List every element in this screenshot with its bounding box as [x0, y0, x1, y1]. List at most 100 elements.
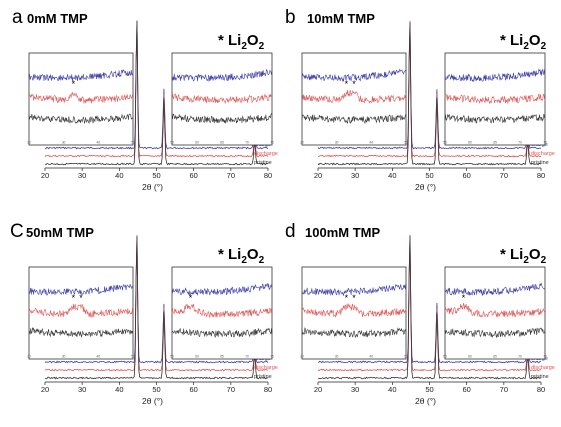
legend-label-pristine: pristine: [531, 160, 549, 166]
inset-series-pristine: [28, 326, 134, 338]
inset-tick-label: 70: [245, 355, 249, 359]
x-tick-label: 60: [189, 171, 197, 180]
x-tick-label: 20: [314, 171, 322, 180]
series-line-charge: [44, 235, 269, 364]
inset-2: 55 60 65 70 75: [443, 52, 547, 146]
inset-frame: [444, 52, 546, 146]
inset-tick-label: 50: [404, 355, 408, 359]
species-label: * Li2O2: [500, 246, 547, 266]
inset-tick-label: 55: [443, 141, 447, 145]
x-tick-label: 40: [388, 385, 396, 394]
inset-peak-marker: *: [79, 293, 83, 303]
species-label-part: O: [247, 246, 259, 263]
panel-title: 0mM TMP: [27, 11, 88, 26]
x-tick-label: 30: [351, 171, 359, 180]
x-tick-label: 80: [264, 385, 272, 394]
inset-series-charge: [28, 69, 134, 82]
species-label-part: Li: [510, 246, 523, 263]
species-label: * Li2O2: [500, 32, 547, 52]
inset-series-charge: [28, 284, 134, 296]
inset-tick-label: 75: [270, 141, 274, 145]
series-line-pristine: [317, 22, 542, 166]
species-label-part: 2: [541, 255, 547, 266]
species-label-part: Li: [228, 246, 241, 263]
inset-tick-label: 70: [245, 141, 249, 145]
legend-label-discharge: discharge: [254, 151, 278, 157]
species-label-part: *: [218, 246, 228, 263]
series-line-pristine: [317, 236, 542, 380]
panel-letter: C: [10, 221, 24, 242]
series-line-discharge: [44, 235, 268, 372]
x-tick-label: 40: [115, 171, 123, 180]
inset-series-discharge: [28, 91, 134, 104]
species-label: * Li2O2: [218, 246, 265, 266]
inset-tick-label: 75: [270, 355, 274, 359]
panel-letter: a: [12, 7, 23, 28]
species-label-part: O: [247, 32, 259, 49]
species-label-part: *: [218, 32, 228, 49]
inset-tick-label: 40: [370, 355, 374, 359]
inset-peak-marker: *: [72, 293, 76, 303]
panel-title: 50mM TMP: [26, 225, 94, 240]
inset-tick-label: 20: [300, 141, 304, 145]
inset-tick-label: 30: [335, 355, 339, 359]
inset-tick-label: 65: [493, 355, 497, 359]
inset-peak-marker: *: [462, 293, 466, 303]
x-tick-label: 70: [227, 171, 235, 180]
x-tick-label: 30: [78, 385, 86, 394]
inset-peak-marker: *: [352, 79, 356, 89]
species-label-part: Li: [228, 32, 241, 49]
x-tick-label: 20: [41, 385, 49, 394]
species-label-part: 2: [523, 41, 529, 52]
x-tick-label: 40: [388, 171, 396, 180]
inset-tick-label: 40: [97, 141, 101, 145]
inset-tick-label: 50: [404, 141, 408, 145]
x-tick-label: 20: [41, 171, 49, 180]
inset-tick-label: 50: [131, 355, 135, 359]
inset-tick-label: 55: [443, 355, 447, 359]
inset-tick-label: 60: [195, 141, 199, 145]
inset-series-discharge: [171, 303, 273, 319]
inset-peak-marker: *: [189, 293, 193, 303]
inset-1: * * 20 30 40 50: [27, 266, 135, 360]
species-label-part: 2: [241, 255, 247, 266]
species-label-part: *: [500, 32, 510, 49]
inset-tick-label: 60: [195, 355, 199, 359]
series-line-charge: [44, 20, 269, 150]
inset-tick-label: 65: [493, 141, 497, 145]
inset-series-pristine: [444, 113, 546, 124]
panel-letter: b: [285, 7, 296, 28]
species-label-part: *: [500, 246, 510, 263]
x-tick-label: 50: [152, 171, 160, 180]
species-label-part: 2: [241, 41, 247, 52]
inset-tick-label: 55: [170, 355, 174, 359]
inset-frame: [28, 266, 134, 360]
legend-label-pristine: pristine: [254, 374, 272, 380]
inset-series-discharge: [171, 93, 273, 104]
x-axis-label: 2θ (°): [415, 182, 436, 192]
x-tick-label: 50: [425, 171, 433, 180]
species-label-part: 2: [541, 41, 547, 52]
series-line-charge: [317, 234, 542, 364]
inset-peak-marker: *: [352, 293, 356, 303]
legend-label-discharge: discharge: [531, 151, 555, 157]
inset-tick-label: 75: [543, 355, 547, 359]
inset-series-pristine: [171, 112, 273, 124]
inset-series-discharge: [301, 89, 407, 104]
inset-series-charge: [171, 68, 273, 82]
inset-tick-label: 65: [220, 355, 224, 359]
inset-tick-label: 75: [543, 141, 547, 145]
species-label-part: O: [529, 32, 541, 49]
inset-series-charge: [444, 282, 546, 296]
x-tick-label: 40: [115, 385, 123, 394]
inset-frame: [444, 266, 546, 360]
inset-tick-label: 20: [27, 141, 31, 145]
species-label-part: 2: [259, 41, 265, 52]
x-tick-label: 80: [537, 385, 545, 394]
inset-tick-label: 60: [468, 355, 472, 359]
inset-peak-marker: *: [345, 79, 349, 89]
